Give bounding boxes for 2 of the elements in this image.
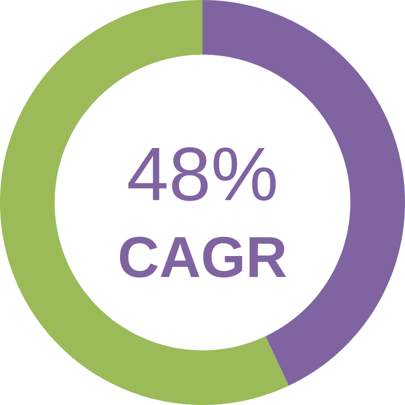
text: 48% <box>128 147 276 201</box>
text: CAGR <box>120 236 286 278</box>
